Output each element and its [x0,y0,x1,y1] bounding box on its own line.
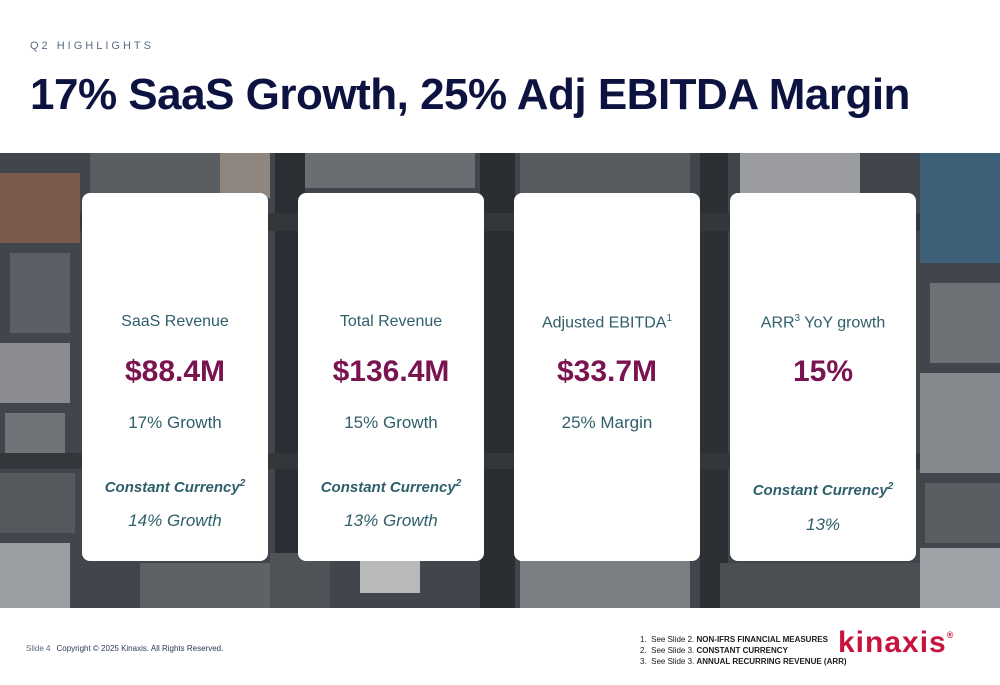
card-label-text: SaaS Revenue [121,313,229,330]
slide-number: Slide 4 [26,644,51,653]
card-value: 15% [792,355,854,388]
footnote-item: 3. See Slide 3. ANNUAL RECURRING REVENUE… [640,656,847,667]
footnote-bold: NON-IFRS FINANCIAL MEASURES [696,635,828,644]
cc-footnote-ref: 2 [887,481,894,492]
kinaxis-logo: Kinaxis® [838,626,954,660]
footnote-bold: ANNUAL RECURRING REVENUE (ARR) [696,657,847,666]
card-label: ARR3 YoY growth [730,313,916,332]
card-total-revenue: Total Revenue $136.4M 15% Growth Constan… [298,193,484,561]
card-value: $33.7M [556,355,658,388]
card-label: Adjusted EBITDA1 [514,313,700,332]
cc-footnote-ref: 2 [455,478,462,489]
footnote-num: 1. [640,635,647,644]
slide-title: 17% SaaS Growth, 25% Adj EBITDA Margin [30,70,910,119]
logo-text: Kinaxis [838,626,947,659]
footnote-num: 2. [640,646,647,655]
card-sub: 25% Margin [561,413,653,432]
cc-label-text: Constant Currency [320,479,456,496]
copyright-text: Copyright © 2025 Kinaxis. All Rights Res… [56,644,224,653]
card-value: $136.4M [332,355,450,388]
card-label: SaaS Revenue [82,313,268,331]
footnote-bold: CONSTANT CURRENCY [696,646,788,655]
card-label: Total Revenue [298,313,484,331]
cc-label-text: Constant Currency [752,482,888,499]
footnote-text: See Slide 3. [651,657,695,666]
cc-footnote-ref: 2 [239,478,246,489]
footer-copyright: Slide 4 Copyright © 2025 Kinaxis. All Rig… [26,644,223,653]
footnote-item: 1. See Slide 2. NON-IFRS FINANCIAL MEASU… [640,634,847,645]
card-cc-label: Constant Currency2 [298,478,484,496]
card-adjusted-ebitda: Adjusted EBITDA1 $33.7M 25% Margin [514,193,700,561]
card-arr-growth: ARR3 YoY growth 15% Constant Currency2 1… [730,193,916,561]
cc-label-text: Constant Currency [104,479,240,496]
card-cc-label: Constant Currency2 [730,481,916,499]
footnotes: 1. See Slide 2. NON-IFRS FINANCIAL MEASU… [640,634,847,667]
card-sub: 15% Growth [344,413,438,432]
card-sub: 17% Growth [128,413,222,432]
card-value: $88.4M [124,355,226,388]
registered-mark: ® [946,630,955,640]
card-cc-value: 13% Growth [344,511,438,530]
card-cc-label: Constant Currency2 [82,478,268,496]
card-label-text: Adjusted EBITDA [541,314,667,332]
card-label-text: Total Revenue [339,313,443,330]
card-cc-value: 13% [805,515,841,534]
footnote-text: See Slide 3. [651,646,695,655]
label-footnote-ref: 1 [666,313,673,324]
card-label-prefix: ARR [760,314,795,332]
footnote-text: See Slide 2. [651,635,695,644]
card-label-text: YoY growth [800,314,886,332]
footnote-item: 2. See Slide 3. CONSTANT CURRENCY [640,645,847,656]
label-footnote-ref: 3 [794,313,801,324]
card-cc-value: 14% Growth [128,511,222,530]
footnote-num: 3. [640,657,647,666]
eyebrow-label: Q2 HIGHLIGHTS [30,40,154,52]
card-saas-revenue: SaaS Revenue $88.4M 17% Growth Constant … [82,193,268,561]
